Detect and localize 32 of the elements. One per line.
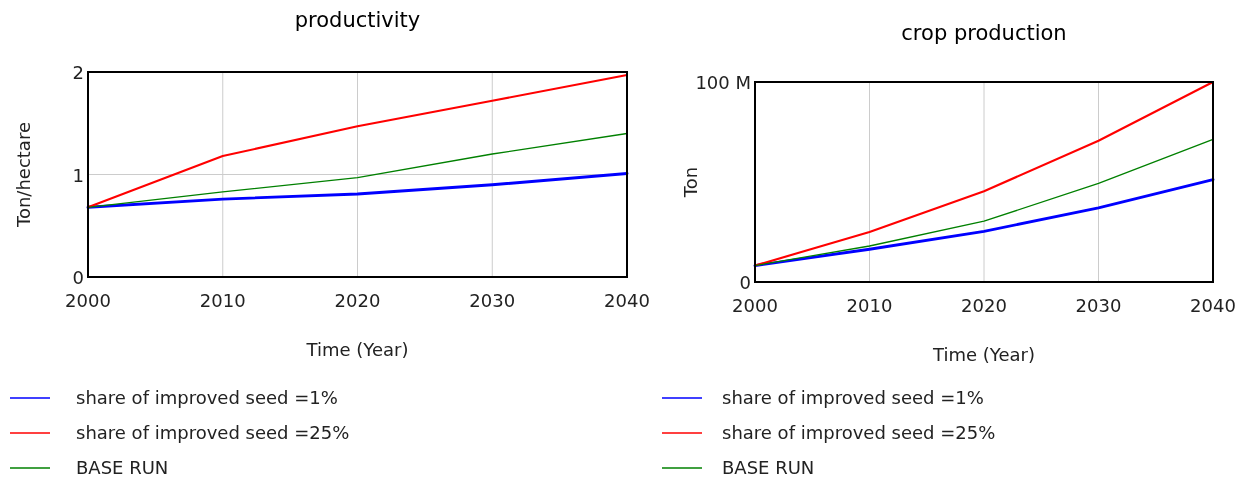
legend-label: share of improved seed =1% <box>76 387 338 408</box>
y-tick-label: 1 <box>72 164 84 186</box>
legend-label: share of improved seed =25% <box>76 422 350 443</box>
x-tick-label: 2020 <box>961 295 1007 316</box>
x-tick-label: 2040 <box>604 290 650 311</box>
x-tick-label: 2000 <box>65 290 111 311</box>
x-tick-label: 2040 <box>1190 295 1236 316</box>
line-series <box>753 178 1215 268</box>
line-series <box>87 132 628 208</box>
line-series <box>754 138 1214 267</box>
line-series <box>753 80 1215 267</box>
x-axis-title: Time (Year) <box>932 344 1035 365</box>
chart-title: productivity <box>294 8 421 32</box>
x-tick-label: 2030 <box>1075 295 1122 316</box>
y-tick-label: 0 <box>739 272 751 293</box>
legend-label: BASE RUN <box>722 457 815 478</box>
y-axis-title: Ton <box>680 166 701 199</box>
legend-label: share of improved seed =25% <box>722 422 996 443</box>
x-tick-label: 2010 <box>199 290 246 311</box>
x-tick-label: 2010 <box>846 295 893 316</box>
chart-title: crop production <box>901 21 1067 45</box>
line-series <box>86 172 629 209</box>
x-axis-title: Time (Year) <box>305 339 409 360</box>
x-tick-label: 2020 <box>334 290 381 311</box>
y-tick-label: 100 M <box>695 72 751 93</box>
x-tick-label: 2030 <box>469 290 516 311</box>
y-tick-label: 0 <box>72 267 84 288</box>
y-axis-title: Ton/hectare <box>13 122 34 228</box>
y-tick-label: 2 <box>72 62 84 83</box>
legend-label: share of improved seed =1% <box>722 387 984 408</box>
legend-label: BASE RUN <box>76 457 169 478</box>
x-tick-label: 2000 <box>732 295 778 316</box>
